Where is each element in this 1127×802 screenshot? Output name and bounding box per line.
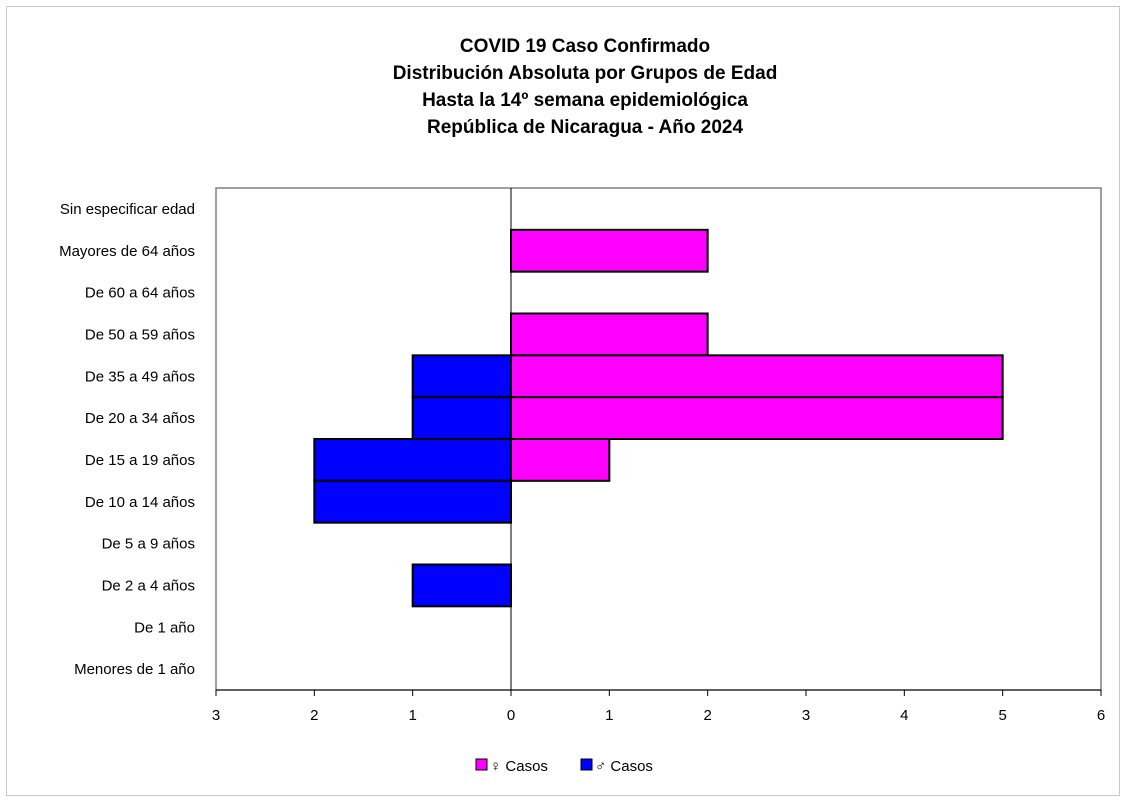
x-tick-label: 4 bbox=[900, 707, 908, 724]
legend-label: ♂ Casos bbox=[595, 758, 653, 775]
category-label: De 50 a 59 años bbox=[85, 326, 195, 343]
x-tick-label: 3 bbox=[212, 707, 220, 724]
category-label: De 10 a 14 años bbox=[85, 494, 195, 511]
male-bar bbox=[411, 354, 512, 399]
x-tick-label: 0 bbox=[507, 707, 515, 724]
female-bar bbox=[510, 354, 1004, 399]
legend-label: ♀ Casos bbox=[490, 758, 548, 775]
legend-swatch bbox=[580, 758, 593, 771]
category-label: Sin especificar edad bbox=[60, 201, 195, 218]
category-label: Mayores de 64 años bbox=[59, 243, 195, 260]
female-bar bbox=[510, 438, 611, 482]
category-label: De 15 a 19 años bbox=[85, 452, 195, 469]
female-bar bbox=[510, 396, 1004, 440]
x-tick-label: 6 bbox=[1097, 707, 1105, 724]
x-tick-label: 3 bbox=[802, 707, 810, 724]
female-bar bbox=[510, 228, 709, 273]
category-label: De 20 a 34 años bbox=[85, 410, 195, 427]
x-tick-label: 1 bbox=[408, 707, 416, 724]
chart-legend: ♀ Casos ♂ Casos bbox=[475, 758, 653, 775]
category-label: De 35 a 49 años bbox=[85, 368, 195, 385]
category-label: De 5 a 9 años bbox=[102, 536, 195, 553]
x-tick-label: 2 bbox=[310, 707, 318, 724]
legend-swatch bbox=[475, 758, 488, 771]
male-bar bbox=[411, 396, 512, 440]
category-label: Menores de 1 año bbox=[74, 661, 195, 678]
male-bar bbox=[411, 563, 512, 608]
male-bar bbox=[313, 438, 513, 482]
plot-area: Sin especificar edad Mayores de 64 años De… bbox=[59, 187, 1105, 724]
x-tick-label: 5 bbox=[998, 707, 1006, 724]
male-bar bbox=[313, 479, 513, 524]
chart-title-line: Distribución Absoluta por Grupos de Edad bbox=[393, 63, 778, 84]
category-label: De 1 año bbox=[134, 619, 195, 636]
chart-title: COVID 19 Caso Confirmado Distribución Abs… bbox=[393, 36, 778, 138]
chart-title-line: COVID 19 Caso Confirmado bbox=[460, 36, 710, 57]
chart-title-line: República de Nicaragua - Año 2024 bbox=[427, 117, 743, 138]
female-bar bbox=[510, 312, 709, 357]
category-label: De 60 a 64 años bbox=[85, 285, 195, 302]
x-tick-label: 1 bbox=[605, 707, 613, 724]
x-tick-label: 2 bbox=[703, 707, 711, 724]
category-label: De 2 a 4 años bbox=[102, 577, 195, 594]
chart-title-line: Hasta la 14º semana epidemiológica bbox=[422, 90, 748, 111]
